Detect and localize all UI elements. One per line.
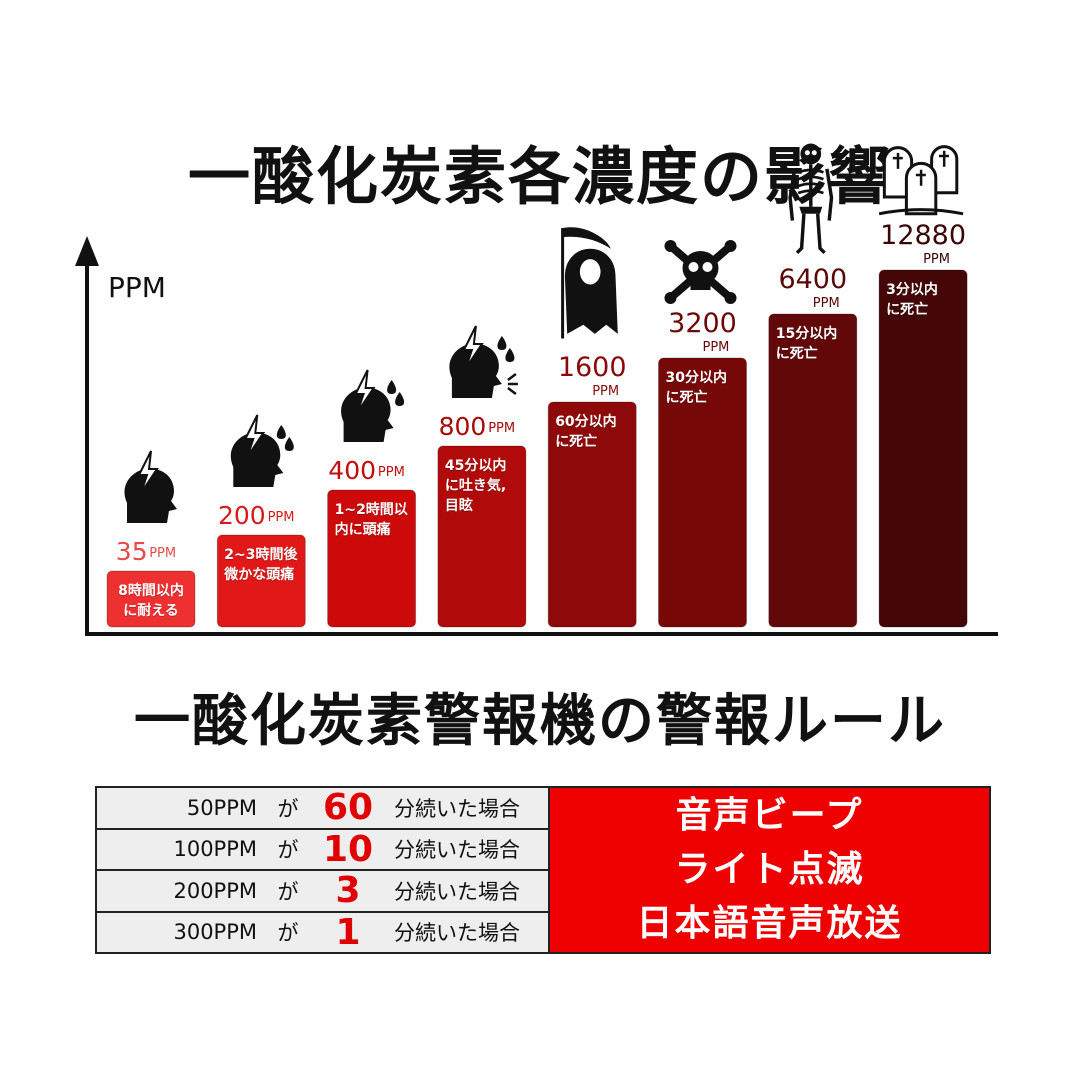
rule-ppm: 100PPM (173, 837, 257, 862)
rule-particle: が (277, 879, 299, 904)
bar-outline (878, 269, 968, 628)
rules-actions: 音声ビープ ライト点滅 日本語音声放送 (550, 788, 989, 952)
bar-outline (216, 534, 306, 628)
value-label: 35 (115, 537, 148, 566)
bar-outline (327, 489, 417, 628)
rules-table: 50PPM が 60 分続いた場合 100PPM が 10 分続いた場合 200PPM が 3 分続い… (95, 786, 991, 954)
value-unit: PPM (488, 421, 516, 436)
bar-caption: 30分以内 に死亡 (665, 370, 727, 406)
page-title: 一酸化炭素各濃度の影響 (187, 140, 892, 213)
grim-reaper-icon (561, 227, 618, 339)
bar (768, 314, 857, 627)
bar-outline (547, 401, 637, 628)
value-unit: PPM (702, 340, 730, 355)
y-axis-arrow (75, 236, 99, 266)
value-unit: PPM (923, 252, 950, 267)
rule-ppm: 50PPM (186, 795, 257, 820)
rule-condition-text: 分続いた場合 (394, 921, 520, 946)
bar-caption: 45分以内 に吐き気, 目眩 (444, 458, 507, 514)
bar (437, 446, 526, 627)
rules-title: 一酸化炭素警報機の警報ルール (134, 689, 946, 754)
value-label: 12880 (880, 220, 967, 251)
rule-minutes: 10 (322, 828, 374, 870)
bar-outline (658, 357, 747, 628)
bar (548, 402, 637, 627)
bar (658, 358, 747, 627)
value-label: 3200 (668, 308, 737, 339)
bar-outline (106, 570, 196, 628)
y-axis-label: PPM (108, 271, 166, 304)
skeleton-icon (788, 143, 834, 255)
value-unit: PPM (377, 465, 405, 480)
bars-layer (106, 143, 968, 628)
bar-outline (437, 445, 527, 628)
rule-minutes: 3 (335, 870, 361, 912)
value-label: 200 (218, 501, 266, 530)
bar-caption: 2~3時間後 微かな頭痛 (224, 547, 298, 583)
rule-row: 100PPM が 10 分続いた場合 (97, 828, 548, 871)
rule-particle: が (277, 838, 299, 863)
rule-ppm: 300PPM (173, 920, 257, 945)
rules-conditions: 50PPM が 60 分続いた場合 100PPM が 10 分続いた場合 200PPM が 3 分続い… (97, 787, 550, 953)
bar-caption: 3分以内 に死亡 (886, 282, 938, 318)
headache-drop-icon (230, 414, 294, 487)
bar (327, 490, 416, 627)
action-light: ライト点滅 (674, 849, 865, 890)
value-label: 400 (328, 456, 377, 485)
bar-caption: 15分以内 に死亡 (775, 326, 838, 362)
rule-row: 200PPM が 3 分続いた場合 (97, 870, 548, 913)
headache-nausea-icon (449, 325, 518, 398)
value-label: 800 (438, 412, 487, 441)
value-unit: PPM (812, 296, 840, 311)
value-unit: PPM (592, 384, 620, 399)
gravestones-icon (878, 145, 964, 216)
bar (879, 270, 968, 627)
bar-outline (768, 313, 858, 628)
bar (217, 535, 306, 627)
rule-minutes: 60 (322, 787, 374, 829)
rule-minutes: 1 (335, 911, 361, 953)
action-beep: 音声ビープ (675, 795, 864, 836)
chart: PPM (75, 143, 998, 636)
bar (107, 571, 195, 627)
value-label: 6400 (778, 264, 848, 295)
value-unit: PPM (267, 510, 295, 525)
rule-row: 50PPM が 60 分続いた場合 (97, 787, 548, 830)
headache-drop-icon (341, 369, 405, 442)
action-voice: 日本語音声放送 (636, 903, 903, 944)
bar-caption: 1~2時間以 内に頭痛 (334, 502, 408, 538)
rule-condition-text: 分続いた場合 (394, 796, 520, 821)
rule-condition-text: 分続いた場合 (394, 838, 520, 863)
bar-caption: 60分以内 に死亡 (555, 414, 617, 450)
skull-crossbones-icon (664, 240, 737, 304)
value-unit: PPM (149, 546, 177, 561)
rule-particle: が (277, 921, 299, 946)
value-label: 1600 (557, 352, 627, 383)
rule-condition-text: 分続いた場合 (394, 879, 520, 904)
bar-caption: 8時間以内 に耐える (118, 583, 184, 619)
rule-row: 300PPM が 1 分続いた場合 (97, 911, 548, 953)
rule-ppm: 200PPM (173, 878, 257, 903)
headache-icon (124, 450, 177, 523)
rule-particle: が (277, 796, 299, 821)
